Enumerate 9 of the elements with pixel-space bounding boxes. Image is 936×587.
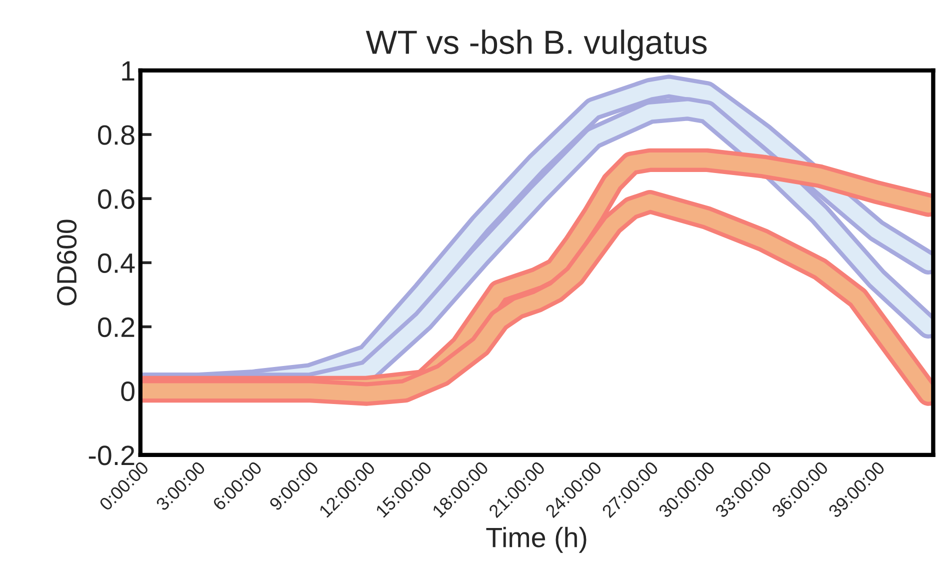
y-axis-title: OD600	[56, 220, 77, 306]
x-axis-title: Time (h)	[486, 526, 586, 553]
y-tick-label: 0.6	[98, 189, 134, 209]
y-tick-label: 0.2	[98, 317, 134, 338]
y-tick-label: 0	[121, 382, 134, 402]
chart-title: WT vs -bsh B. vulgatus	[366, 30, 707, 61]
y-tick-label: 0.4	[98, 253, 135, 274]
y-tick-label: 1	[122, 61, 134, 81]
y-tick-label: 0.8	[98, 125, 134, 145]
